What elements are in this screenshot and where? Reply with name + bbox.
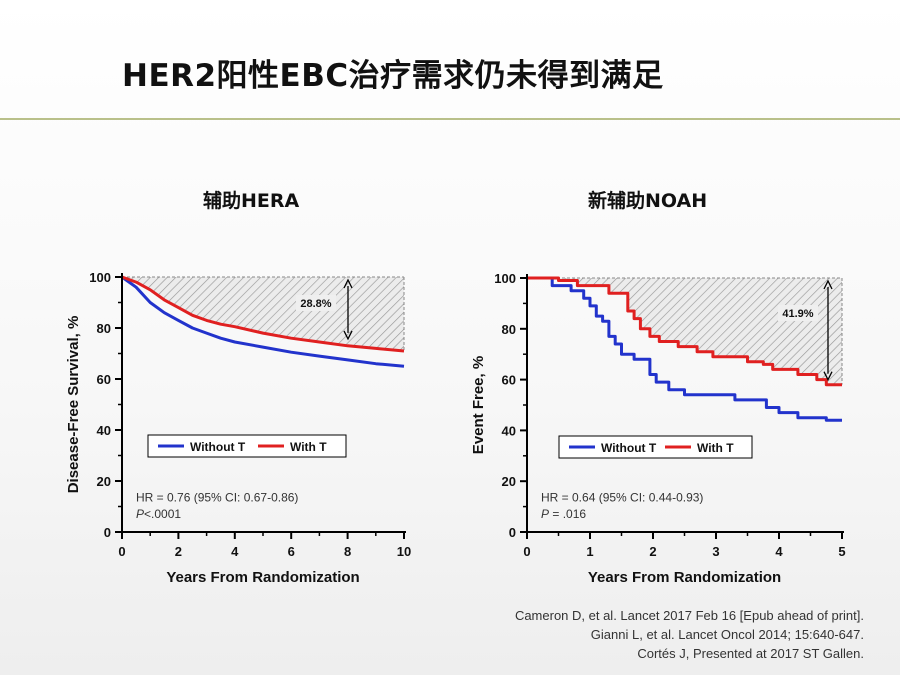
series-line-without-t — [121, 275, 405, 368]
y-tick-label: 0 — [104, 525, 111, 540]
reference-line: Cameron D, et al. Lancet 2017 Feb 16 [Ep… — [514, 608, 864, 623]
x-tick-label: 0 — [523, 544, 530, 559]
difference-annotation: 41.9% — [782, 308, 813, 320]
x-axis-label: Years From Randomization — [166, 569, 359, 586]
p-value: = .016 — [549, 507, 586, 521]
p-label: P — [136, 507, 144, 521]
legend-label-without-t: Without T — [190, 440, 246, 454]
legend-box — [147, 434, 347, 458]
x-tick-label: 0 — [118, 544, 125, 559]
reference-line: Gianni L, et al. Lancet Oncol 2014; 15:6… — [590, 627, 864, 642]
p-value-text: P<.0001 — [136, 507, 181, 521]
hera-chart: 0 20 40 60 80 100 0 2 4 6 8 10 Years From Randomizat… — [65, 270, 411, 586]
y-tick-label: 40 — [502, 423, 516, 438]
series-line-with-t — [527, 276, 842, 387]
y-tick-label: 20 — [502, 474, 516, 489]
p-value-text: P = .016 — [541, 507, 586, 521]
x-tick-label: 4 — [775, 544, 783, 559]
y-tick-label: 40 — [97, 423, 111, 438]
hazard-ratio-text: HR = 0.76 (95% CI: 0.67-0.86) — [136, 490, 298, 504]
y-tick-label: 80 — [502, 322, 516, 337]
difference-annotation: 28.8% — [300, 298, 331, 310]
x-tick-label: 3 — [712, 544, 719, 559]
y-tick-label: 80 — [97, 321, 111, 336]
y-tick-label: 20 — [97, 474, 111, 489]
y-axis-label: Disease-Free Survival, % — [65, 316, 82, 494]
x-tick-label: 4 — [231, 544, 239, 559]
arrow-head-down — [343, 330, 353, 341]
references: Cameron D, et al. Lancet 2017 Feb 16 [Ep… — [515, 606, 864, 663]
hatched-benefit-area — [527, 278, 842, 385]
noah-chart: 0 20 40 60 80 100 0 1 2 3 4 5 Years From Randomizati… — [470, 271, 846, 586]
y-axis-label: Event Free, % — [470, 356, 487, 454]
x-tick-label: 8 — [344, 544, 351, 559]
title-divider — [0, 118, 900, 120]
left-chart-title: 辅助HERA — [203, 190, 300, 212]
series-line-with-t — [121, 275, 405, 353]
right-chart-title: 新辅助NOAH — [588, 190, 708, 212]
annotation-background — [778, 305, 818, 321]
legend-label-with-t: With T — [697, 441, 734, 455]
y-tick-label: 60 — [502, 373, 516, 388]
legend-box — [558, 435, 753, 459]
arrow-head-up — [343, 278, 353, 289]
legend-label-without-t: Without T — [601, 441, 657, 455]
arrow-head-down — [823, 371, 833, 382]
x-axis-label: Years From Randomization — [588, 569, 781, 586]
hazard-ratio-text: HR = 0.64 (95% CI: 0.44-0.93) — [541, 491, 703, 505]
p-value: <.0001 — [144, 507, 181, 521]
legend-label-with-t: With T — [290, 440, 327, 454]
y-tick-label: 0 — [509, 525, 516, 540]
y-tick-label: 100 — [89, 270, 111, 285]
annotation-background — [296, 295, 336, 311]
series-line-without-t — [527, 276, 842, 422]
x-tick-label: 10 — [397, 544, 411, 559]
reference-line: Cortés J, Presented at 2017 ST Gallen. — [637, 646, 864, 661]
x-tick-label: 5 — [838, 544, 845, 559]
x-tick-label: 2 — [649, 544, 656, 559]
p-label: P — [541, 507, 549, 521]
y-tick-label: 60 — [97, 372, 111, 387]
slide-title: HER2阳性EBC治疗需求仍未得到满足 — [122, 58, 664, 94]
y-tick-label: 100 — [494, 271, 516, 286]
x-tick-label: 6 — [288, 544, 295, 559]
arrow-head-up — [823, 279, 833, 290]
x-tick-label: 1 — [586, 544, 593, 559]
x-tick-label: 2 — [175, 544, 182, 559]
